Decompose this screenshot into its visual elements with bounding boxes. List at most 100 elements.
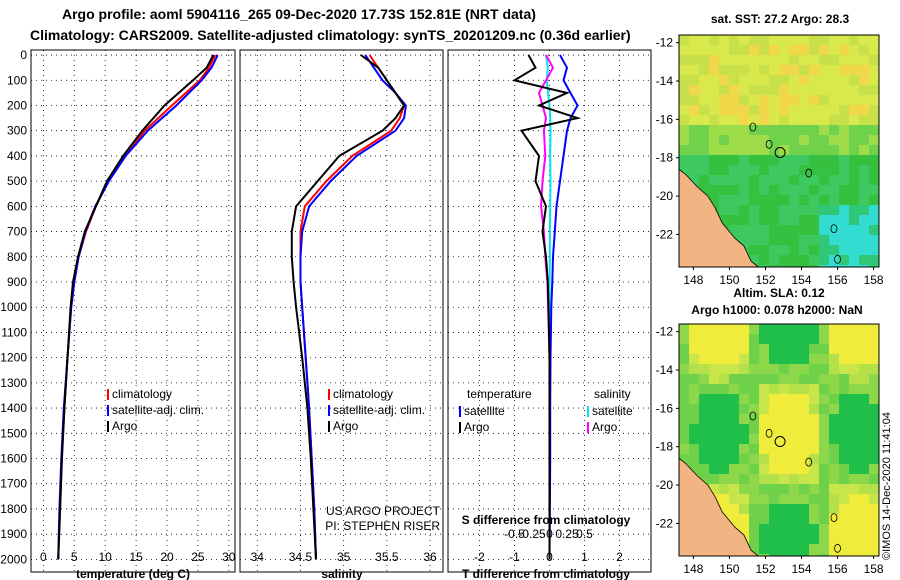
map-cell <box>779 344 789 354</box>
map-cell <box>739 135 749 145</box>
map-cell <box>769 454 779 464</box>
map-cell <box>739 195 749 205</box>
map-cell <box>699 324 709 334</box>
map-cell <box>839 265 849 267</box>
map-cell <box>679 95 689 105</box>
map-cell <box>789 145 799 155</box>
map-cell <box>689 414 699 424</box>
map-cell <box>869 55 879 65</box>
map-cell <box>799 534 809 544</box>
map-cell <box>699 35 709 45</box>
map-cell <box>819 135 829 145</box>
depth-tick-label: 400 <box>7 149 27 163</box>
map-cell <box>809 424 819 434</box>
map-cell <box>869 105 879 115</box>
map-cell <box>819 85 829 95</box>
map-cell <box>859 35 869 45</box>
map-cell <box>799 454 809 464</box>
map-cell <box>869 155 879 165</box>
map-cell <box>809 115 819 125</box>
map-cell <box>779 324 789 334</box>
map-cell <box>769 554 779 556</box>
map-cell <box>759 384 769 394</box>
map-cell <box>699 414 709 424</box>
map-cell <box>869 75 879 85</box>
map-cell <box>739 434 749 444</box>
map-cell <box>869 474 879 484</box>
map-cell <box>829 145 839 155</box>
map-cell <box>849 364 859 374</box>
map-cell <box>759 494 769 504</box>
map-cell <box>779 384 789 394</box>
map-cell <box>769 404 779 414</box>
map-cell <box>799 35 809 45</box>
map-cell <box>759 115 769 125</box>
map-cell <box>709 45 719 55</box>
map-cell <box>699 155 709 165</box>
map-cell <box>709 484 719 494</box>
map-cell <box>679 334 689 344</box>
map-cell <box>759 205 769 215</box>
map-cell <box>709 444 719 454</box>
map-cell <box>689 115 699 125</box>
map-cell <box>759 484 769 494</box>
map-cell <box>769 235 779 245</box>
temperature-satellite-line <box>57 54 219 560</box>
map-cell <box>839 195 849 205</box>
map-cell <box>779 255 789 265</box>
map-cell <box>819 524 829 534</box>
map-cell <box>809 394 819 404</box>
map-reef <box>765 428 773 438</box>
sdiff-tick-label: 0.25 <box>555 527 579 541</box>
map-cell <box>709 394 719 404</box>
map-frame-sst-map <box>678 34 880 268</box>
map-cell <box>839 394 849 404</box>
map-cell <box>779 165 789 175</box>
map-cell <box>709 384 719 394</box>
map-cell <box>739 35 749 45</box>
map-cell <box>809 354 819 364</box>
map-cell <box>769 105 779 115</box>
map-cell <box>719 75 729 85</box>
map-cell <box>779 265 789 267</box>
sla-map-title-line-2: Argo h1000: 0.078 h2000: NaN <box>691 303 862 317</box>
map-cell <box>739 225 749 235</box>
map-cell <box>819 424 829 434</box>
map-cell <box>829 504 839 514</box>
map-cell <box>819 255 829 265</box>
map-cell <box>789 404 799 414</box>
map-cell <box>739 95 749 105</box>
map-cell <box>819 444 829 454</box>
map-reef <box>834 543 841 553</box>
map-cell <box>819 65 829 75</box>
map-cell <box>869 205 879 215</box>
map-cell <box>799 185 809 195</box>
map-cell <box>869 35 879 45</box>
map-cell <box>829 354 839 364</box>
map-cell <box>799 524 809 534</box>
map-cell <box>699 444 709 454</box>
map-cell <box>839 504 849 514</box>
map-cell <box>729 65 739 75</box>
map-cell <box>819 115 829 125</box>
map-cell <box>749 75 759 85</box>
map-cell <box>679 404 689 414</box>
map-cell <box>809 484 819 494</box>
map-cell <box>819 474 829 484</box>
map-cell <box>689 444 699 454</box>
map-cell <box>729 85 739 95</box>
map-cell <box>869 514 879 524</box>
map-cell <box>789 245 799 255</box>
map-cell <box>869 524 879 534</box>
map-cell <box>859 414 869 424</box>
map-cell <box>809 464 819 474</box>
map-cell <box>809 225 819 235</box>
map-cell <box>819 384 829 394</box>
map-cell <box>829 75 839 85</box>
map-cell <box>749 414 759 424</box>
map-cell <box>739 354 749 364</box>
map-cell <box>719 215 729 225</box>
map-cell <box>729 125 739 135</box>
map-cell <box>819 514 829 524</box>
map-cell <box>719 175 729 185</box>
